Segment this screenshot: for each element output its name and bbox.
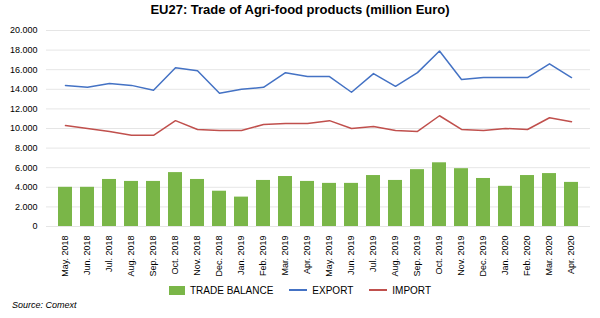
svg-text:0: 0 bbox=[32, 221, 37, 231]
svg-text:Mar. 2020: Mar. 2020 bbox=[544, 236, 554, 276]
html-text:Source: Comext: Source: Comext bbox=[12, 300, 77, 310]
svg-text:4.000: 4.000 bbox=[15, 182, 38, 192]
svg-text:20.000: 20.000 bbox=[10, 25, 38, 35]
svg-text:Apr. 2020: Apr. 2020 bbox=[566, 236, 576, 275]
svg-text:6.000: 6.000 bbox=[15, 163, 38, 173]
svg-text:Oct. 2018: Oct. 2018 bbox=[170, 236, 180, 275]
svg-text:Dec. 2018: Dec. 2018 bbox=[214, 236, 224, 277]
svg-text:8.000: 8.000 bbox=[15, 143, 38, 153]
svg-text:Mar. 2019: Mar. 2019 bbox=[280, 236, 290, 276]
svg-text:14.000: 14.000 bbox=[10, 84, 38, 94]
svg-text:May. 2019: May. 2019 bbox=[324, 236, 334, 277]
svg-text:Sep. 2018: Sep. 2018 bbox=[148, 236, 158, 277]
svg-text:Apr. 2019: Apr. 2019 bbox=[302, 236, 312, 275]
svg-text:Dec. 2019: Dec. 2019 bbox=[478, 236, 488, 277]
svg-text:Oct. 2019: Oct. 2019 bbox=[434, 236, 444, 275]
svg-text:12.000: 12.000 bbox=[10, 104, 38, 114]
svg-text:Nov. 2019: Nov. 2019 bbox=[456, 236, 466, 276]
svg-text:Nov. 2018: Nov. 2018 bbox=[192, 236, 202, 276]
html-text:IMPORT: IMPORT bbox=[392, 284, 431, 296]
svg-text:Jul. 2019: Jul. 2019 bbox=[368, 236, 378, 273]
svg-text:Feb. 2020: Feb. 2020 bbox=[522, 236, 532, 277]
html-text:EU27: Trade of Agri-food produ: EU27: Trade of Agri-food products (milli… bbox=[150, 2, 450, 17]
svg-text:Jan. 2020: Jan. 2020 bbox=[500, 236, 510, 276]
svg-text:2.000: 2.000 bbox=[15, 202, 38, 212]
svg-text:Jun. 2019: Jun. 2019 bbox=[346, 236, 356, 276]
svg-text:10.000: 10.000 bbox=[10, 123, 38, 133]
svg-text:Feb. 2019: Feb. 2019 bbox=[258, 236, 268, 277]
svg-text:Aug. 2018: Aug. 2018 bbox=[126, 236, 136, 277]
svg-text:May. 2018: May. 2018 bbox=[60, 236, 70, 277]
html-text:TRADE BALANCE: TRADE BALANCE bbox=[190, 284, 274, 296]
svg-text:Jan. 2019: Jan. 2019 bbox=[236, 236, 246, 276]
html-text:EXPORT: EXPORT bbox=[312, 284, 354, 296]
svg-text:18.000: 18.000 bbox=[10, 45, 38, 55]
svg-text:Sep. 2019: Sep. 2019 bbox=[412, 236, 422, 277]
svg-text:16.000: 16.000 bbox=[10, 65, 38, 75]
svg-text:Aug. 2019: Aug. 2019 bbox=[390, 236, 400, 277]
svg-text:Jul. 2018: Jul. 2018 bbox=[104, 236, 114, 273]
svg-text:Jun. 2018: Jun. 2018 bbox=[82, 236, 92, 276]
